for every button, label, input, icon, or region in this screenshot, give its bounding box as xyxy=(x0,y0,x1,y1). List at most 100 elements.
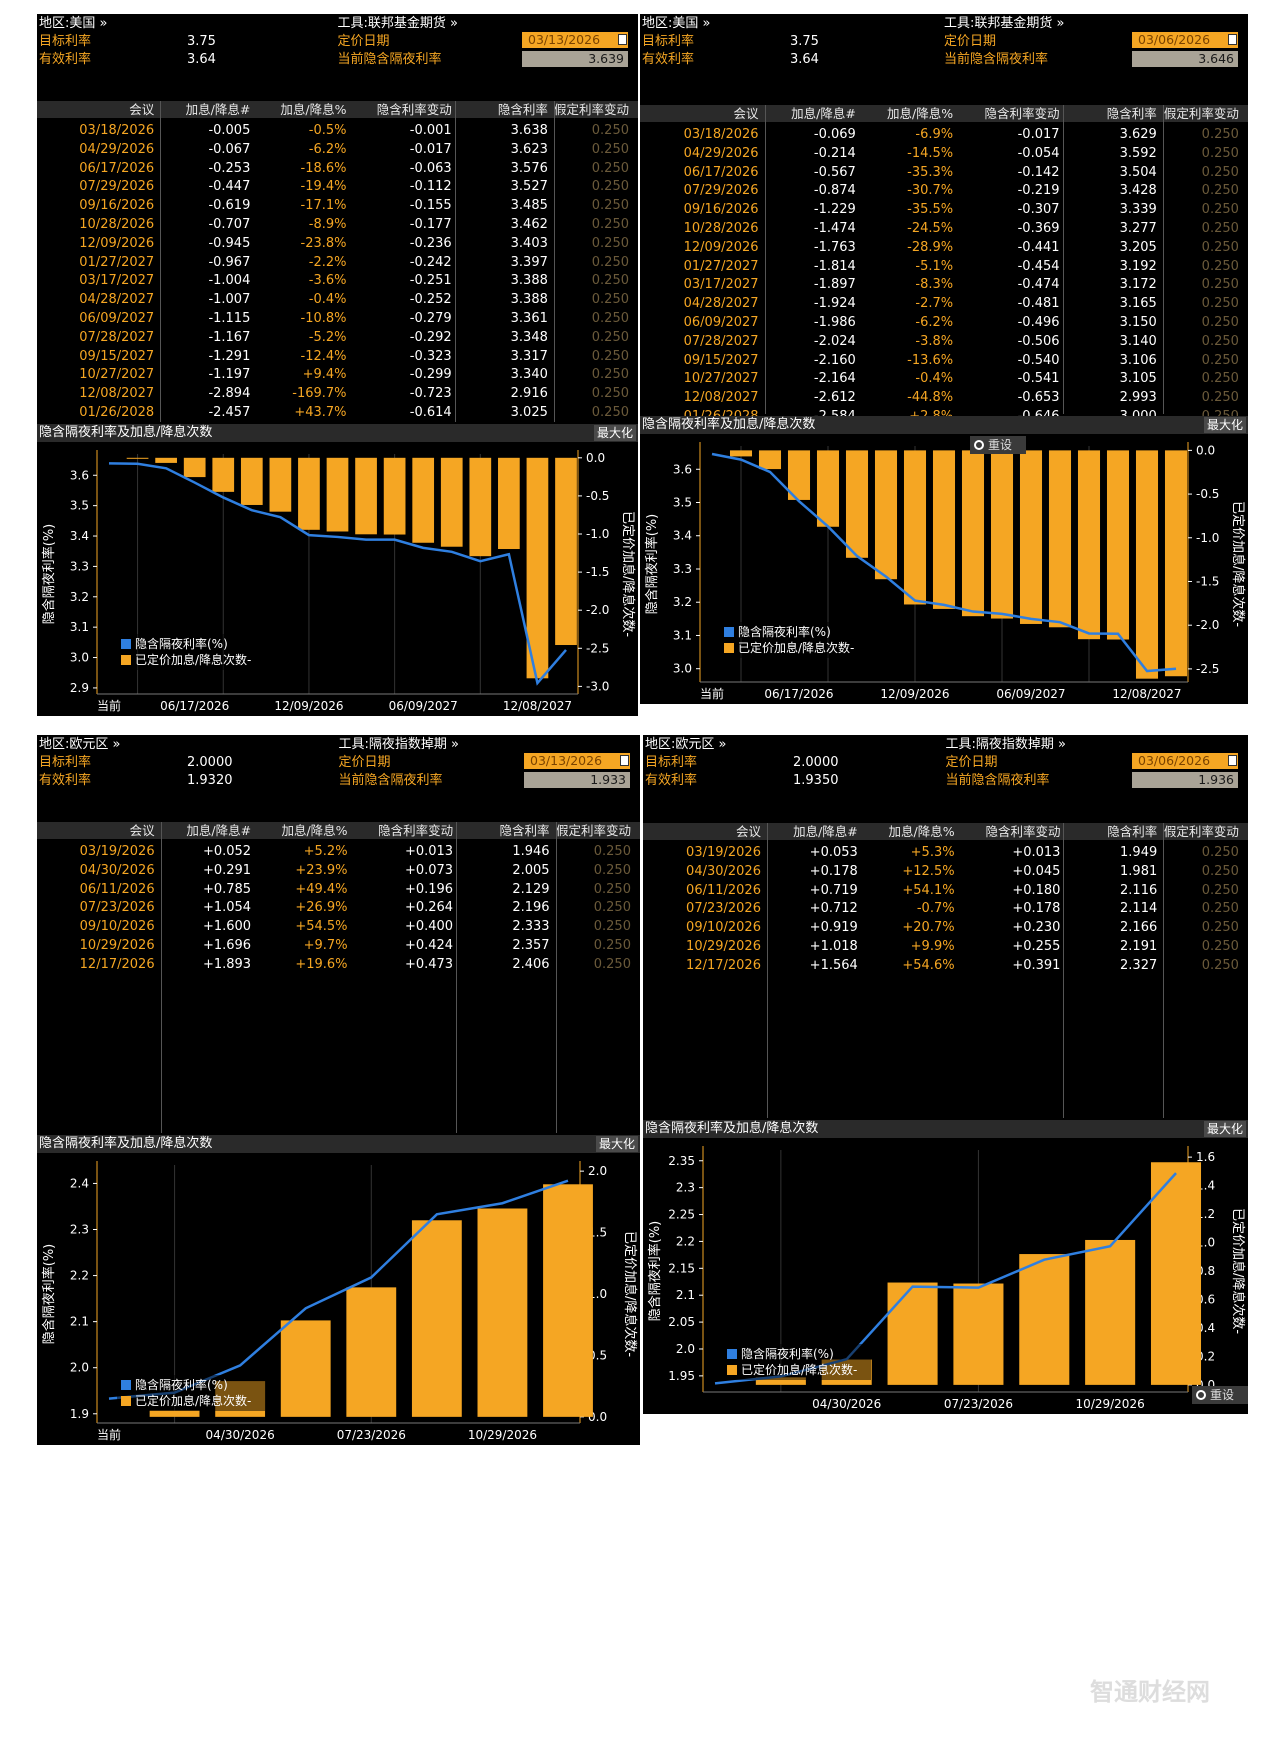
chart-header: 隐含隔夜利率及加息/降息次数 最大化 xyxy=(643,1120,1248,1138)
column-header: 假定利率变动 xyxy=(553,102,629,117)
table-row[interactable]: 12/09/2026 -0.945 -23.8% -0.236 3.403 0.250 xyxy=(37,234,638,253)
left-tick-label: 3.5 xyxy=(673,496,692,510)
table-row[interactable]: 06/11/2026 +0.785 +49.4% +0.196 2.129 0.250 xyxy=(37,880,640,899)
table-row[interactable]: 06/17/2026 -0.253 -18.6% -0.063 3.576 0.250 xyxy=(37,159,638,178)
table-row[interactable]: 04/29/2026 -0.067 -6.2% -0.017 3.623 0.250 xyxy=(37,140,638,159)
table-cell: 3.576 xyxy=(510,160,548,176)
instrument-label[interactable]: 工具:隔夜指数掉期 » xyxy=(338,737,459,752)
pricing-date-input[interactable]: 03/06/2026 xyxy=(1132,32,1238,48)
maximize-button[interactable]: 最大化 xyxy=(593,425,636,441)
table-row[interactable]: 09/16/2026 -1.229 -35.5% -0.307 3.339 0.250 xyxy=(640,200,1248,219)
left-tick-label: 2.0 xyxy=(676,1342,695,1356)
left-tick-label: 1.9 xyxy=(70,1407,89,1421)
table-row[interactable]: 07/29/2026 -0.447 -19.4% -0.112 3.527 0.250 xyxy=(37,177,638,196)
calendar-icon[interactable] xyxy=(1228,755,1237,766)
table-row[interactable]: 03/18/2026 -0.069 -6.9% -0.017 3.629 0.250 xyxy=(640,125,1248,144)
table-row[interactable]: 10/28/2026 -1.474 -24.5% -0.369 3.277 0.250 xyxy=(640,219,1248,238)
table-row[interactable]: 09/10/2026 +0.919 +20.7% +0.230 2.166 0.250 xyxy=(643,918,1248,937)
calendar-icon[interactable] xyxy=(618,34,627,45)
chart-title: 隐含隔夜利率及加息/降息次数 xyxy=(39,425,213,440)
table-cell: +0.919 xyxy=(809,920,858,936)
legend-box xyxy=(117,1375,265,1411)
instrument-label[interactable]: 工具:联邦基金期货 » xyxy=(944,16,1065,31)
table-row[interactable]: 06/17/2026 -0.567 -35.3% -0.142 3.504 0.250 xyxy=(640,163,1248,182)
left-axis-title: 隐含隔夜利率(%) xyxy=(644,514,660,615)
table-row[interactable]: 04/28/2027 -1.007 -0.4% -0.252 3.388 0.250 xyxy=(37,290,638,309)
table-row[interactable]: 01/27/2027 -0.967 -2.2% -0.242 3.397 0.250 xyxy=(37,253,638,272)
table-row[interactable]: 12/17/2026 +1.893 +19.6% +0.473 2.406 0.250 xyxy=(37,955,640,974)
pricing-date-input[interactable]: 03/13/2026 xyxy=(524,753,630,769)
table-cell: -0.177 xyxy=(409,217,452,232)
table-row[interactable]: 01/26/2028 -2.457 +43.7% -0.614 3.025 0.250 xyxy=(37,403,638,422)
table-row[interactable]: 10/27/2027 -2.164 -0.4% -0.541 3.105 0.250 xyxy=(640,369,1248,388)
table-cell: -24.5% xyxy=(907,221,954,236)
table-divider xyxy=(160,101,162,422)
table-cell: 0.250 xyxy=(591,405,629,420)
table-cell: +20.7% xyxy=(902,920,955,936)
table-row[interactable]: 10/29/2026 +1.018 +9.9% +0.255 2.191 0.250 xyxy=(643,937,1248,956)
maximize-button[interactable]: 最大化 xyxy=(1203,1121,1246,1137)
region-label[interactable]: 地区:欧元区 » xyxy=(39,737,121,752)
table-row[interactable]: 09/16/2026 -0.619 -17.1% -0.155 3.485 0.250 xyxy=(37,196,638,215)
table-row[interactable]: 07/23/2026 +0.712 -0.7% +0.178 2.114 0.250 xyxy=(643,899,1248,918)
table-row[interactable]: 09/15/2027 -1.291 -12.4% -0.323 3.317 0.250 xyxy=(37,347,638,366)
right-tick-label: 1.6 xyxy=(1196,1150,1215,1164)
table-cell: 0.250 xyxy=(591,386,629,402)
table-cell: +5.3% xyxy=(910,845,955,860)
x-tick-label: 12/08/2027 xyxy=(503,699,572,713)
table-row[interactable]: 03/18/2026 -0.005 -0.5% -0.001 3.638 0.250 xyxy=(37,121,638,140)
table-row[interactable]: 04/30/2026 +0.178 +12.5% +0.045 1.981 0.250 xyxy=(643,862,1248,881)
table-row[interactable]: 03/19/2026 +0.052 +5.2% +0.013 1.946 0.250 xyxy=(37,842,640,861)
region-label[interactable]: 地区:美国 » xyxy=(39,16,108,31)
table-row[interactable]: 07/28/2027 -2.024 -3.8% -0.506 3.140 0.250 xyxy=(640,332,1248,351)
table-row[interactable]: 12/08/2027 -2.612 -44.8% -0.653 2.993 0.250 xyxy=(640,388,1248,407)
table-row[interactable]: 03/19/2026 +0.053 +5.3% +0.013 1.949 0.250 xyxy=(643,843,1248,862)
table-row[interactable]: 06/09/2027 -1.115 -10.8% -0.279 3.361 0.250 xyxy=(37,309,638,328)
calendar-icon[interactable] xyxy=(620,755,629,766)
table-row[interactable]: 07/23/2026 +1.054 +26.9% +0.264 2.196 0.250 xyxy=(37,898,640,917)
table-row[interactable]: 10/29/2026 +1.696 +9.7% +0.424 2.357 0.250 xyxy=(37,936,640,955)
table-row[interactable]: 04/28/2027 -1.924 -2.7% -0.481 3.165 0.250 xyxy=(640,294,1248,313)
pricing-date-input[interactable]: 03/06/2026 xyxy=(1132,753,1238,769)
table-cell: 04/29/2026 xyxy=(683,145,759,161)
table-divider xyxy=(767,823,769,1118)
table-row[interactable]: 10/28/2026 -0.707 -8.9% -0.177 3.462 0.250 xyxy=(37,215,638,234)
table-cell: 0.250 xyxy=(1201,845,1239,860)
calendar-icon[interactable] xyxy=(1228,34,1237,45)
left-tick-label: 3.4 xyxy=(70,529,89,543)
pricing-date-label: 定价日期 xyxy=(337,34,390,49)
table-row[interactable]: 07/28/2027 -1.167 -5.2% -0.292 3.348 0.250 xyxy=(37,328,638,347)
table-row[interactable]: 06/09/2027 -1.986 -6.2% -0.496 3.150 0.250 xyxy=(640,313,1248,332)
pricing-date-input[interactable]: 03/13/2026 xyxy=(522,32,628,48)
column-header: 会议 xyxy=(129,823,155,838)
pricing-date-label: 定价日期 xyxy=(338,755,391,770)
table-row[interactable]: 12/17/2026 +1.564 +54.6% +0.391 2.327 0.250 xyxy=(643,956,1248,975)
table-row[interactable]: 12/08/2027 -2.894 -169.7% -0.723 2.916 0.250 xyxy=(37,384,638,403)
hike-cut-bar xyxy=(555,457,577,646)
maximize-button[interactable]: 最大化 xyxy=(1203,417,1246,433)
table-row[interactable]: 09/10/2026 +1.600 +54.5% +0.400 2.333 0.250 xyxy=(37,917,640,936)
instrument-label[interactable]: 工具:联邦基金期货 » xyxy=(337,16,458,31)
instrument-label[interactable]: 工具:隔夜指数掉期 » xyxy=(945,737,1066,752)
table-row[interactable]: 07/29/2026 -0.874 -30.7% -0.219 3.428 0.250 xyxy=(640,181,1248,200)
table-row[interactable]: 09/15/2027 -2.160 -13.6% -0.540 3.106 0.250 xyxy=(640,351,1248,370)
table-row[interactable]: 04/30/2026 +0.291 +23.9% +0.073 2.005 0.250 xyxy=(37,861,640,880)
table-row[interactable]: 10/27/2027 -1.197 +9.4% -0.299 3.340 0.250 xyxy=(37,365,638,384)
implied-overnight-value: 3.639 xyxy=(522,51,628,67)
table-cell: 0.250 xyxy=(591,348,629,364)
region-label[interactable]: 地区:美国 » xyxy=(642,16,711,31)
table-row[interactable]: 12/09/2026 -1.763 -28.9% -0.441 3.205 0.250 xyxy=(640,238,1248,257)
maximize-button[interactable]: 最大化 xyxy=(595,1136,638,1152)
table-cell: -5.1% xyxy=(915,258,954,274)
left-tick-label: 2.3 xyxy=(676,1181,695,1195)
table-row[interactable]: 01/27/2027 -1.814 -5.1% -0.454 3.192 0.250 xyxy=(640,257,1248,276)
table-row[interactable]: 03/17/2027 -1.897 -8.3% -0.474 3.172 0.250 xyxy=(640,275,1248,294)
table-cell: 0.250 xyxy=(593,862,631,878)
region-label[interactable]: 地区:欧元区 » xyxy=(645,737,727,752)
column-header: 加息/降息# xyxy=(791,106,856,121)
table-row[interactable]: 03/17/2027 -1.004 -3.6% -0.251 3.388 0.250 xyxy=(37,271,638,290)
table-cell: -0.506 xyxy=(1017,333,1060,349)
table-row[interactable]: 04/29/2026 -0.214 -14.5% -0.054 3.592 0.250 xyxy=(640,144,1248,163)
table-row[interactable]: 06/11/2026 +0.719 +54.1% +0.180 2.116 0.250 xyxy=(643,881,1248,900)
legend-box xyxy=(723,1344,871,1380)
